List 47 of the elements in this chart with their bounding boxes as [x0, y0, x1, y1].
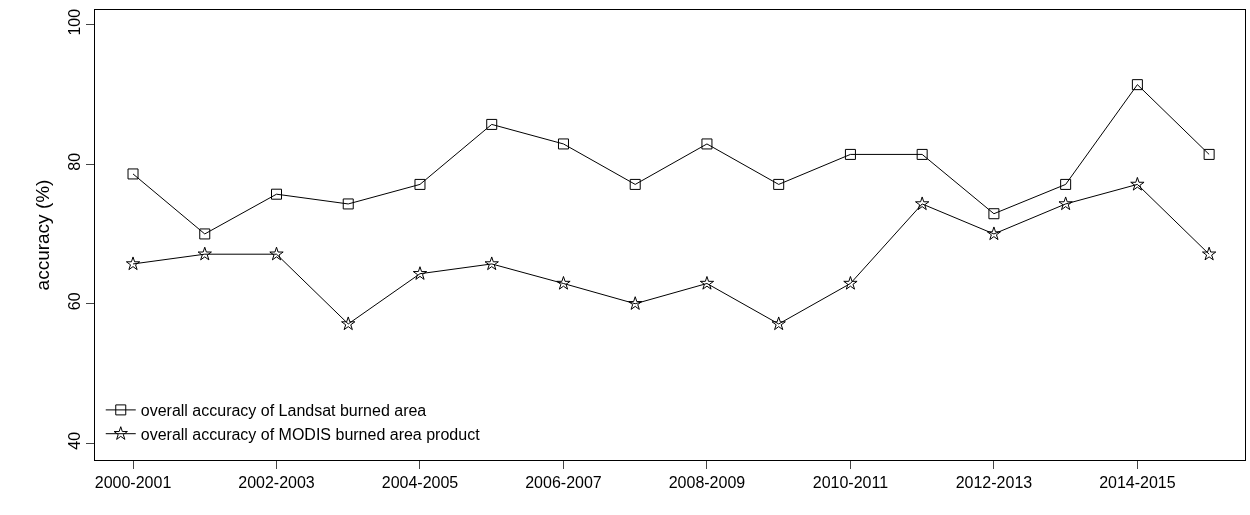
point	[1131, 79, 1143, 91]
point	[414, 178, 426, 190]
point	[628, 296, 643, 310]
y-tick-label: 60	[65, 292, 83, 311]
y-tick-label: 100	[65, 8, 83, 36]
y-tick-label: 40	[65, 431, 83, 450]
y-axis-title: accuracy (%)	[32, 179, 54, 291]
point	[486, 118, 498, 130]
point	[197, 246, 212, 261]
y-tick-label: 80	[65, 152, 83, 171]
point	[199, 228, 211, 240]
point	[1203, 148, 1215, 160]
x-tick-label: 2002-2003	[238, 474, 315, 492]
point	[699, 275, 715, 290]
point	[773, 178, 785, 190]
point	[701, 138, 713, 150]
x-tick-label: 2012-2013	[955, 474, 1033, 492]
point	[1060, 178, 1072, 190]
point	[916, 148, 928, 160]
x-tick-label: 2008-2009	[668, 474, 746, 492]
x-tick-label: 2010-2011	[812, 474, 889, 492]
point	[125, 256, 141, 271]
point	[915, 196, 930, 211]
point	[988, 208, 1000, 220]
point	[1130, 176, 1145, 191]
x-tick-label: 2004-2005	[381, 474, 459, 492]
x-tick-label: 2006-2007	[525, 474, 602, 492]
point	[271, 188, 282, 200]
point	[342, 198, 354, 210]
point	[269, 246, 284, 261]
point	[844, 148, 856, 160]
x-tick-label: 2000-2001	[94, 474, 172, 492]
point	[1201, 246, 1217, 261]
point	[412, 266, 428, 280]
point	[843, 275, 858, 290]
point	[484, 256, 499, 271]
point	[771, 316, 786, 331]
point	[127, 168, 139, 180]
point	[1058, 196, 1073, 211]
point	[556, 275, 571, 290]
point	[557, 138, 569, 150]
legend-label: overall accuracy of Landsat burned area	[140, 402, 427, 420]
x-tick-label: 2014-2015	[1099, 474, 1176, 492]
point	[986, 226, 1002, 241]
point	[341, 316, 356, 331]
legend-label: overall accuracy of MODIS burned area product	[140, 425, 481, 443]
point	[629, 178, 641, 190]
